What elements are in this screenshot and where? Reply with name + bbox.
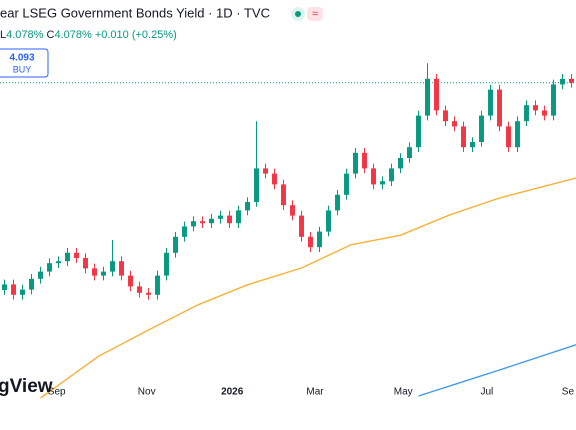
candle-body <box>407 147 412 158</box>
candle-body <box>416 115 421 148</box>
candle-body <box>344 173 349 195</box>
candle-body <box>254 168 259 202</box>
candle-body <box>119 261 124 276</box>
candle-body <box>137 286 142 293</box>
candle-body <box>326 210 331 232</box>
status-dot <box>295 11 301 17</box>
candle-body <box>272 173 277 185</box>
candle-body <box>11 284 16 295</box>
x-tick-label: May <box>394 387 413 398</box>
candle-body <box>47 263 52 272</box>
candle-body <box>452 121 457 127</box>
status-icons: ≈ <box>291 7 323 21</box>
chart-title: ear LSEG Government Bonds Yield · 1D · T… <box>0 5 270 20</box>
candle-body <box>380 181 385 185</box>
candle-body <box>371 168 376 185</box>
buy-button[interactable]: 4.093 BUY <box>0 48 49 78</box>
candle-body <box>497 89 502 127</box>
candle-body <box>425 78 430 116</box>
change: +0.010 (+0.25%) <box>95 29 177 41</box>
plot <box>0 63 576 399</box>
buy-price[interactable]: 4.093 <box>9 53 34 64</box>
x-tick-label: Se <box>562 387 575 398</box>
candle-body <box>209 218 214 224</box>
x-tick-label: Mar <box>306 387 324 398</box>
x-tick-label: Nov <box>138 387 156 398</box>
ohlc-value: 4.078% <box>54 29 92 41</box>
candle-body <box>56 261 61 264</box>
candle-body <box>551 84 556 116</box>
candle-body <box>245 202 250 211</box>
candle-body <box>20 289 25 295</box>
ohlc-label: C <box>47 29 55 41</box>
candle-body <box>173 236 178 253</box>
candle-body <box>38 271 43 279</box>
candle-body <box>281 184 286 206</box>
candle-body <box>227 215 232 224</box>
candle-body <box>164 252 169 276</box>
ohlc-value: 4.078% <box>6 29 44 41</box>
ohlc-label: L <box>0 29 6 41</box>
candle-body <box>74 252 79 258</box>
candle-body <box>479 115 484 142</box>
candle-body <box>290 205 295 216</box>
x-tick-label: Sep <box>48 387 66 398</box>
candle-body <box>461 126 466 148</box>
delay-icon <box>307 7 323 21</box>
x-tick-label: Jul <box>481 387 494 398</box>
candle-body <box>488 89 493 116</box>
candle-body <box>263 168 268 174</box>
candle-body <box>65 252 70 262</box>
candle-body <box>542 110 547 116</box>
candle-body <box>317 231 322 248</box>
candle-body <box>182 226 187 237</box>
candle-body <box>524 105 529 122</box>
candle-body <box>362 152 367 169</box>
candle-body <box>506 126 511 148</box>
candle-body <box>569 78 574 83</box>
ma-lines <box>40 177 576 399</box>
moving-average <box>40 177 576 399</box>
candle-body <box>533 105 538 111</box>
candle-body <box>236 210 241 224</box>
candle-body <box>515 121 520 148</box>
candle-body <box>146 292 151 295</box>
candle-body <box>83 258 88 269</box>
candle-body <box>443 110 448 122</box>
candle-body <box>299 215 304 237</box>
ohlc-line: L4.078% C4.078% +0.010 (+0.25%) <box>0 29 177 41</box>
candle-body <box>218 215 223 219</box>
candle-body <box>335 194 340 211</box>
moving-average <box>418 344 576 397</box>
candle-body <box>308 236 313 248</box>
candle-body <box>398 158 403 169</box>
candle-body <box>560 78 565 85</box>
candle-body <box>353 152 358 174</box>
candle-body <box>470 142 475 148</box>
candle-body <box>128 275 133 287</box>
candle-body <box>200 221 205 224</box>
delay-glyph: ≈ <box>312 8 318 20</box>
candle-body <box>191 221 196 227</box>
buy-button-box[interactable] <box>0 48 49 78</box>
candle-body <box>2 284 7 290</box>
buy-label[interactable]: BUY <box>13 64 32 74</box>
x-tick-label: 2026 <box>221 387 244 398</box>
candle-body <box>110 261 115 272</box>
candle-body <box>434 78 439 111</box>
candle-body <box>29 278 34 290</box>
candle-body <box>92 268 97 276</box>
watermark: gView <box>0 376 53 397</box>
candle-body <box>389 168 394 182</box>
candle-body <box>101 271 106 276</box>
candle-body <box>155 275 160 295</box>
